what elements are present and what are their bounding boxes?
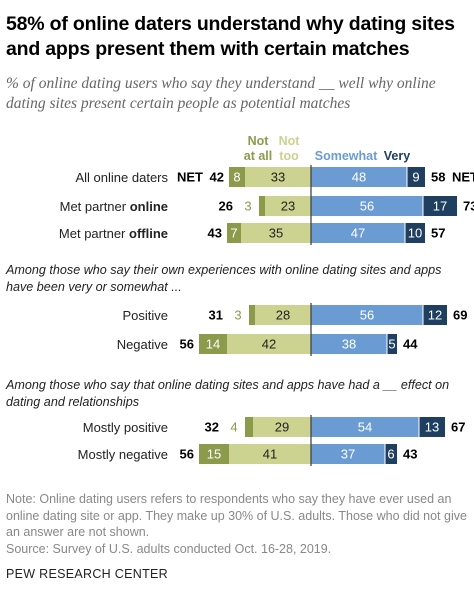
bar-not-too [241,223,311,243]
label-somewhat: 48 [352,170,366,185]
row-label: Positive [122,308,168,323]
bar-very [419,417,445,437]
net-positive-value: 73 [463,199,474,214]
bar-not-at-all [227,223,241,243]
bar-somewhat [311,223,405,243]
label-not-at-all: 7 [230,226,237,241]
label-not-at-all: 8 [233,170,240,185]
row-label: Mostly negative [78,447,168,462]
row-label: Met partner online [60,199,168,214]
label-not-too: 35 [269,226,283,241]
row-label: Met partner offline [59,226,168,241]
bar-very [387,334,397,354]
bar-somewhat [311,196,423,216]
bar-not-at-all [229,167,245,187]
label-very: 10 [408,226,422,241]
label-very: 5 [388,337,395,352]
net-negative-value: 42 [210,170,224,185]
row-label: Mostly positive [83,420,168,435]
chart-title: 58% of online daters understand why dati… [6,13,455,60]
legend-not-at-all-line1: Not [248,134,270,148]
bar-not-too [227,334,311,354]
net-positive-value: 43 [403,447,417,462]
bar-not-at-all [199,334,227,354]
bar-very [423,196,457,216]
bar-somewhat [311,167,407,187]
bar-somewhat [311,334,387,354]
label-somewhat: 54 [358,420,372,435]
label-somewhat: 56 [360,199,374,214]
bar-not-at-all [199,444,229,464]
label-not-too: 28 [276,308,290,323]
label-not-too: 29 [275,420,289,435]
legend-somewhat: Somewhat [315,149,378,163]
label-very: 6 [387,447,394,462]
row-label: Negative [117,337,168,352]
label-not-too: 42 [262,337,276,352]
bar-not-too [265,196,311,216]
bar-somewhat [311,417,419,437]
bar-not-at-all [249,305,255,325]
bar-not-too [253,417,311,437]
net-label-left: NET [177,170,203,185]
label-not-too: 41 [263,447,277,462]
bar-not-too [245,167,311,187]
net-negative-value: 31 [209,308,223,323]
net-positive-value: 67 [451,420,465,435]
pew-logo-text: PEW RESEARCH CENTER [6,567,168,581]
net-negative-value: 26 [219,199,233,214]
bar-not-too [255,305,311,325]
label-not-at-all: 3 [244,199,251,214]
legend-not-at-all-line2: at all [244,149,273,163]
label-somewhat: 37 [341,447,355,462]
bar-very [385,444,397,464]
label-not-at-all: 14 [206,337,220,352]
row-label: All online daters [76,170,169,185]
label-somewhat: 47 [351,226,365,241]
bar-not-too [229,444,311,464]
net-negative-value: 56 [180,337,194,352]
net-positive-value: 57 [431,226,445,241]
label-not-too: 23 [281,199,295,214]
footnote: Note: Online dating users refers to resp… [6,492,467,539]
bar-very [405,223,425,243]
net-label-right: NET [452,170,474,185]
label-somewhat: 38 [342,337,356,352]
label-somewhat: 56 [360,308,374,323]
label-very: 17 [433,199,447,214]
label-not-at-all: 4 [230,420,237,435]
net-negative-value: 56 [180,447,194,462]
net-positive-value: 44 [403,337,418,352]
net-positive-value: 69 [453,308,467,323]
net-negative-value: 32 [205,420,219,435]
chart-subtitle: % of online dating users who say they un… [6,75,436,112]
label-very: 9 [412,170,419,185]
bar-somewhat [311,444,385,464]
net-positive-value: 58 [431,170,445,185]
group-label-effect: Among those who say that online dating s… [6,378,450,409]
label-not-at-all: 15 [207,447,221,462]
label-very: 12 [428,308,442,323]
group-label-experiences: Among those who say their own experience… [6,263,442,294]
legend-very: Very [384,149,410,163]
label-very: 13 [425,420,439,435]
legend-not-too-line2: too [279,149,299,163]
label-not-too: 33 [271,170,285,185]
legend-not-too-line1: Not [279,134,301,148]
bar-somewhat [311,305,423,325]
bar-very [423,305,447,325]
net-negative-value: 43 [208,226,222,241]
label-not-at-all: 3 [234,308,241,323]
bar-not-at-all [259,196,265,216]
source-note: Source: Survey of U.S. adults conducted … [6,542,332,556]
bar-not-at-all [245,417,253,437]
bar-very [407,167,425,187]
